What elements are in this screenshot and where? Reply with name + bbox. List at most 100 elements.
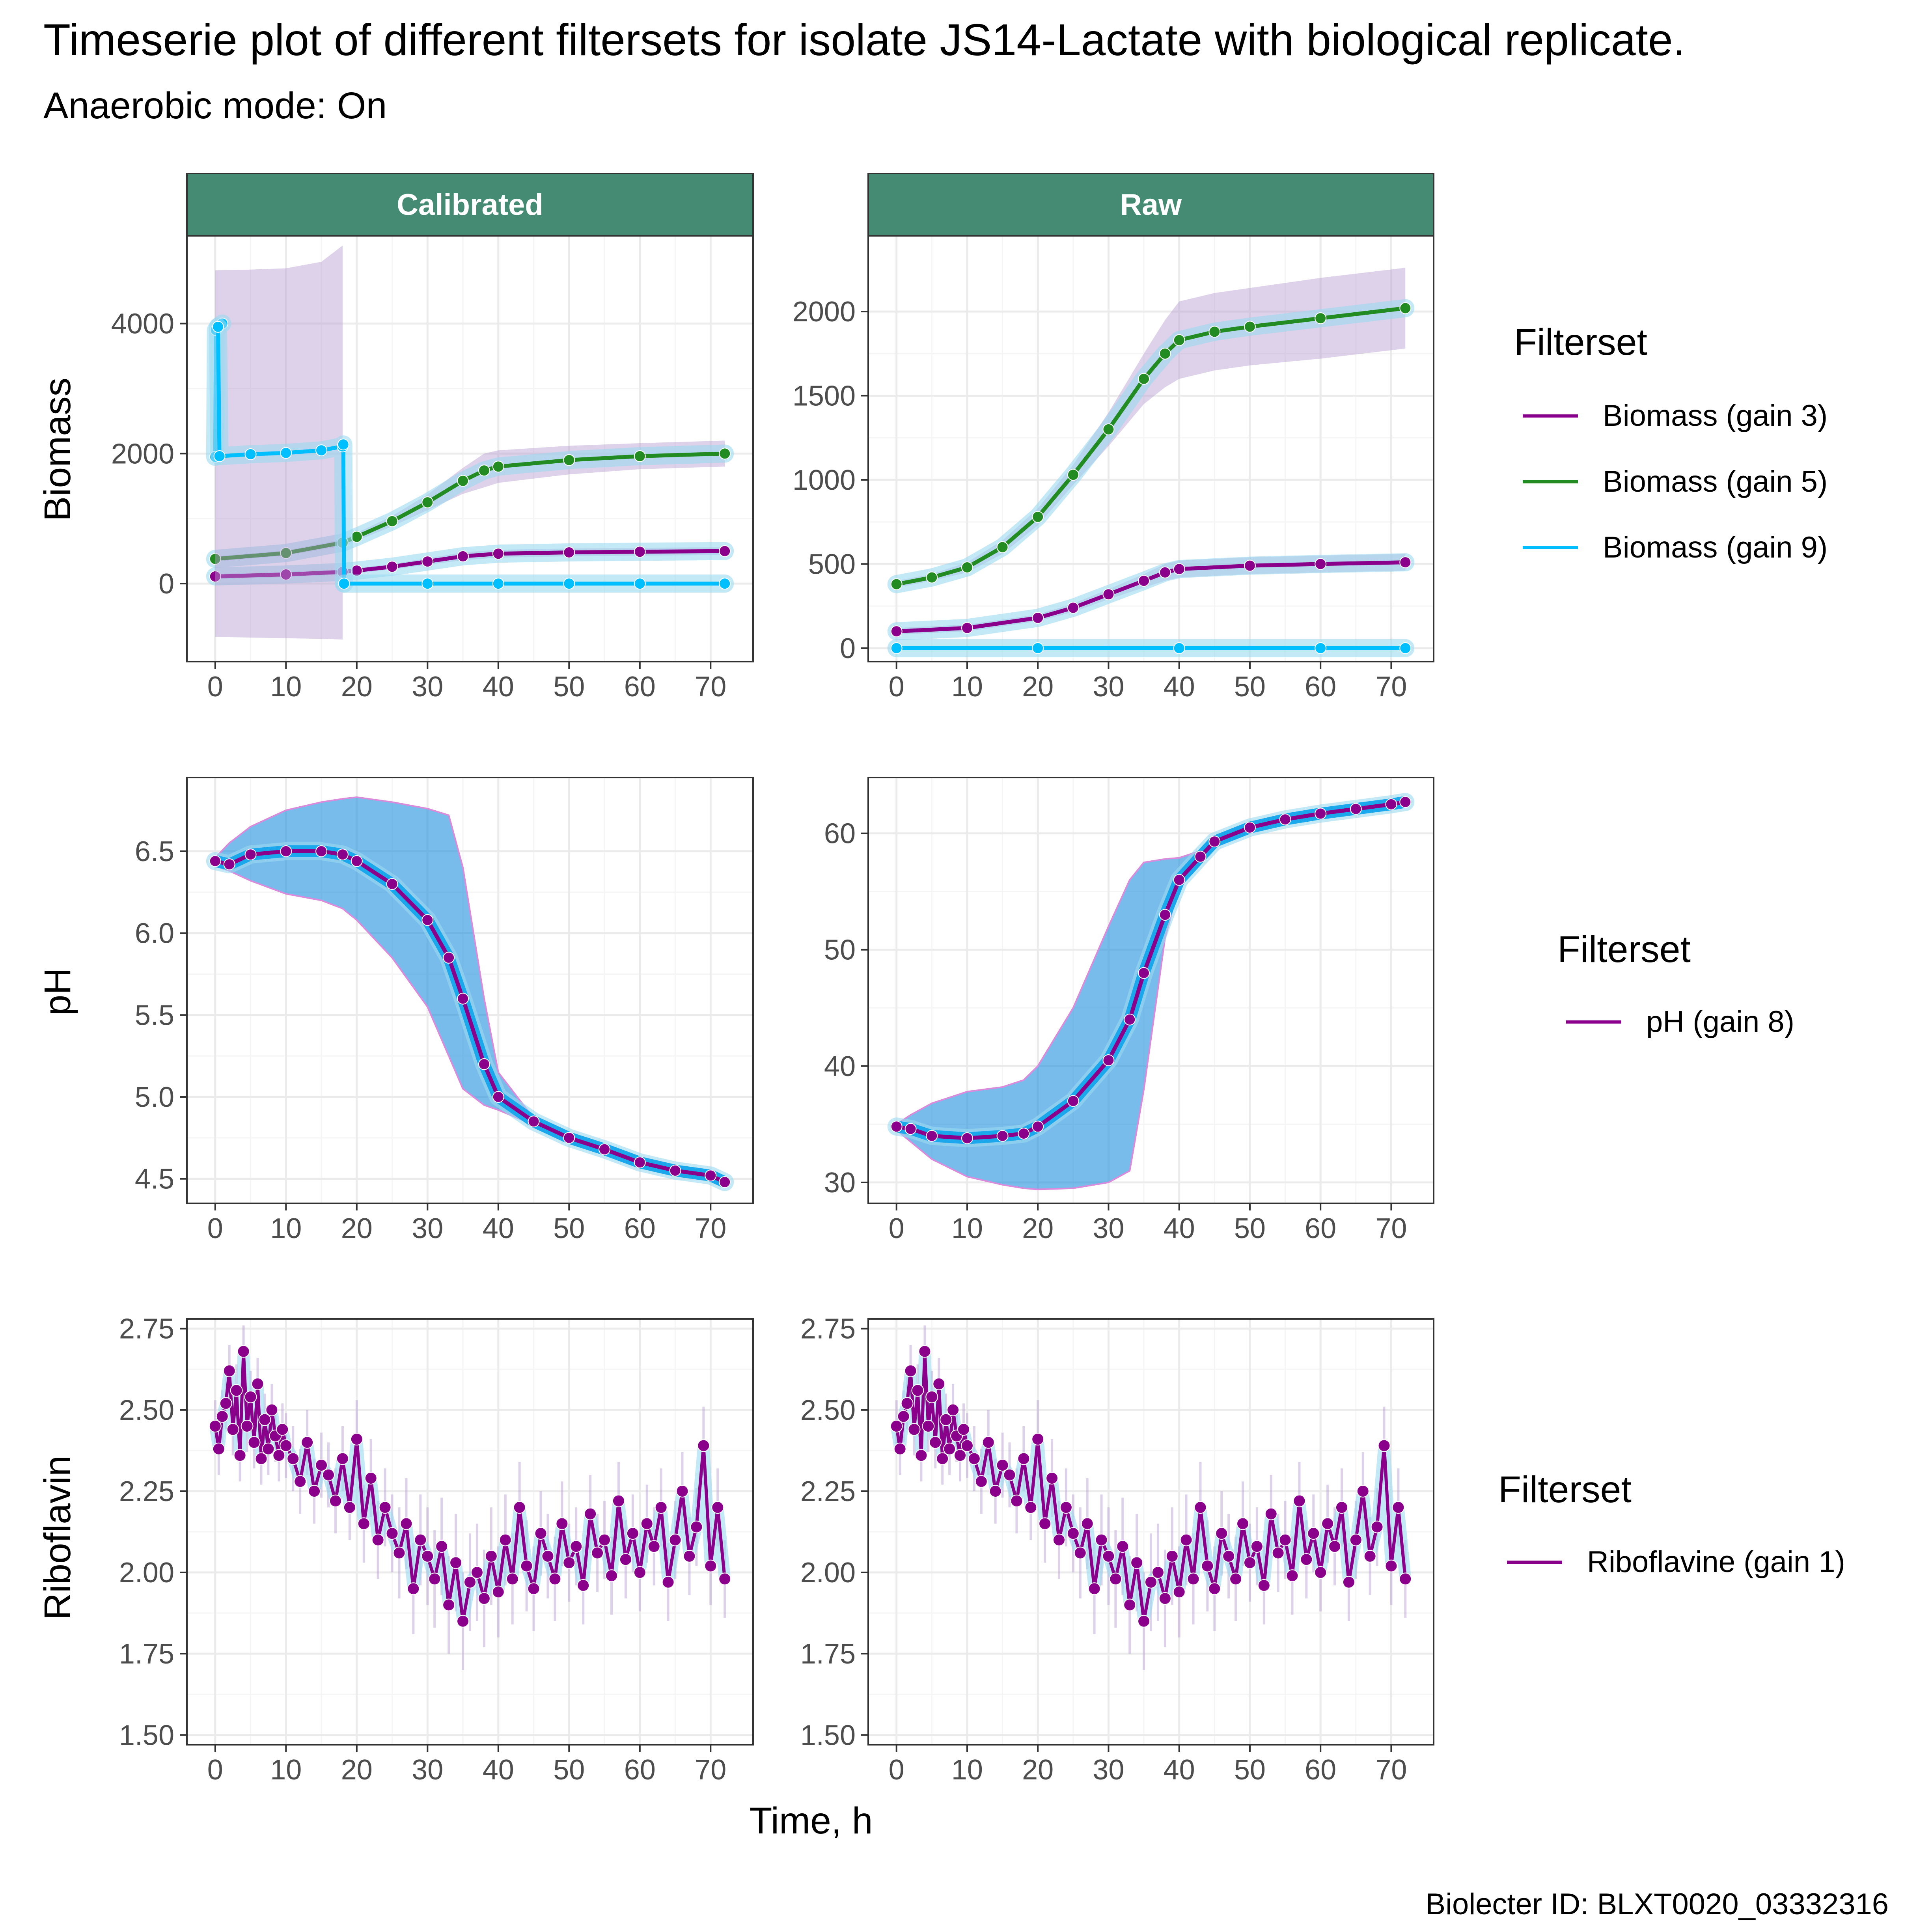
data-point — [1385, 798, 1397, 810]
data-point — [308, 1484, 321, 1497]
data-point — [233, 1449, 246, 1462]
x-tick-label: 20 — [341, 1213, 373, 1244]
data-point — [527, 1582, 540, 1595]
data-point — [357, 1517, 370, 1530]
data-point — [901, 1397, 914, 1410]
data-point — [343, 1501, 356, 1514]
data-point — [634, 1156, 646, 1169]
data-point — [248, 1436, 261, 1449]
strip-raw-label: Raw — [1120, 188, 1182, 222]
data-point — [212, 1442, 225, 1455]
data-point — [634, 546, 646, 558]
data-point — [711, 1501, 724, 1514]
data-point — [1067, 1095, 1079, 1107]
data-point — [1244, 559, 1256, 572]
data-point — [280, 447, 292, 459]
y-tick-label: 2000 — [793, 296, 856, 328]
data-point — [996, 541, 1009, 553]
data-point — [669, 1164, 681, 1177]
ylabel-ph: pH — [37, 968, 78, 1015]
data-point — [563, 1556, 576, 1569]
x-tick-label: 50 — [553, 671, 585, 703]
panel-ph-raw: 0 10 20 30 40 50 60 70 30 40 50 60 — [824, 777, 1434, 1244]
data-point — [968, 1452, 981, 1465]
data-point — [1243, 1556, 1256, 1569]
data-point — [1173, 1585, 1186, 1598]
data-point — [1187, 1572, 1200, 1585]
data-point — [1272, 1546, 1285, 1559]
data-point — [407, 1582, 420, 1595]
x-tick-label: 60 — [624, 1754, 656, 1786]
data-point — [943, 1442, 956, 1455]
y-tick-label: 0 — [159, 568, 174, 600]
data-point — [584, 1507, 597, 1520]
data-point — [492, 1585, 505, 1598]
data-point — [1399, 302, 1412, 314]
data-point — [492, 548, 504, 560]
data-point — [251, 1377, 264, 1390]
x-tick-label: 30 — [412, 1754, 443, 1786]
data-point — [1328, 1540, 1341, 1553]
panel-biomass-calibrated: 0 10 20 30 40 50 60 70 0 2000 4000 — [111, 235, 754, 703]
plot-area — [887, 268, 1415, 657]
x-tick-label: 50 — [553, 1213, 585, 1244]
legend-biomass: Filterset Biomass (gain 3) Biomass (gain… — [1514, 321, 1828, 564]
plot-area — [206, 796, 734, 1191]
x-tick-label: 70 — [1375, 1754, 1407, 1786]
panel-riboflavin-raw: 0 10 20 30 40 50 60 70 1.50 1.75 2.00 2.25 2.50 2.75 — [800, 1313, 1434, 1786]
data-point — [1032, 612, 1044, 624]
ylabel-riboflavin: Riboflavin — [37, 1455, 78, 1620]
series-line — [215, 451, 725, 561]
data-point — [223, 1364, 236, 1377]
x-tick-label: 40 — [483, 671, 514, 703]
data-point — [1151, 1566, 1164, 1579]
data-point — [1399, 556, 1412, 569]
data-point — [1159, 566, 1171, 578]
data-point — [371, 1533, 384, 1546]
data-point — [1173, 642, 1185, 654]
data-point — [213, 450, 226, 462]
data-point — [1350, 803, 1362, 815]
data-point — [1378, 1439, 1391, 1452]
data-point — [1067, 469, 1079, 481]
data-point — [315, 1458, 328, 1471]
data-point — [443, 951, 455, 964]
data-point — [669, 1533, 682, 1546]
strip-calibrated-label: Calibrated — [397, 188, 543, 222]
data-point — [1031, 1433, 1044, 1446]
data-point — [492, 578, 504, 590]
data-point — [1032, 511, 1044, 523]
data-point — [690, 1520, 703, 1533]
x-tick-label: 50 — [553, 1754, 585, 1786]
data-point — [1399, 796, 1412, 808]
data-point — [996, 1458, 1009, 1471]
x-tick-label: 20 — [341, 671, 373, 703]
strip-calibrated — [186, 173, 754, 237]
data-point — [1158, 1592, 1171, 1605]
data-point — [1279, 813, 1291, 826]
data-point — [216, 1410, 229, 1423]
data-point — [1166, 1550, 1179, 1563]
x-tick-label: 70 — [1375, 671, 1407, 703]
y-tick-label: 60 — [824, 818, 856, 850]
data-point — [1314, 1566, 1327, 1579]
data-point — [890, 1420, 903, 1433]
y-tick-label: 2.25 — [800, 1476, 856, 1507]
data-point — [908, 1423, 921, 1436]
legend-riboflavin-title: Filterset — [1498, 1469, 1632, 1511]
y-tick-label: 2000 — [111, 438, 174, 470]
data-point — [209, 855, 221, 867]
y-tick-label: 4000 — [111, 308, 174, 340]
data-point — [301, 1436, 314, 1449]
data-point — [1264, 1507, 1277, 1520]
panel-border — [867, 1318, 1434, 1746]
plot-area — [206, 245, 734, 640]
x-tick-label: 20 — [341, 1754, 373, 1786]
data-point — [541, 1550, 554, 1563]
x-tick-label: 0 — [207, 1213, 223, 1244]
data-point — [1102, 588, 1115, 600]
data-point — [1229, 1572, 1242, 1585]
data-point — [244, 849, 257, 861]
data-point — [922, 1420, 935, 1433]
data-point — [1321, 1517, 1334, 1530]
